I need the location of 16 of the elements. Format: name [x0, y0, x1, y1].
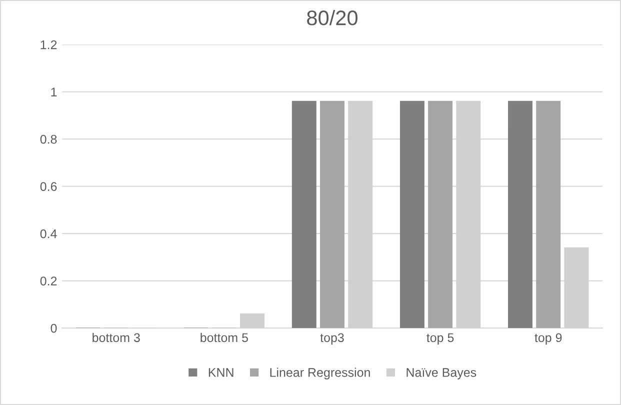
x-tick-label: top 5	[426, 333, 454, 345]
x-tick-label: top 9	[534, 333, 562, 345]
y-tick-label: 0.8	[40, 134, 57, 144]
y-tick-label: 0.4	[40, 229, 57, 238]
legend-label: Linear Regression	[270, 368, 370, 380]
x-tick-label: top3	[320, 333, 344, 345]
y-tick-label: 1	[51, 88, 57, 96]
y-tick-label: 0	[50, 324, 57, 333]
chart-title: 80/20	[307, 10, 358, 26]
legend-label: KNN	[208, 368, 234, 377]
y-tick-label: 1.2	[40, 40, 57, 50]
y-tick-label: 0.2	[40, 276, 57, 286]
x-tick-label: bottom 5	[200, 332, 248, 342]
x-tick-label: bottom 3	[92, 332, 140, 342]
y-tick-label: 0.6	[40, 182, 57, 191]
legend-label: Naïve Bayes	[406, 368, 476, 380]
